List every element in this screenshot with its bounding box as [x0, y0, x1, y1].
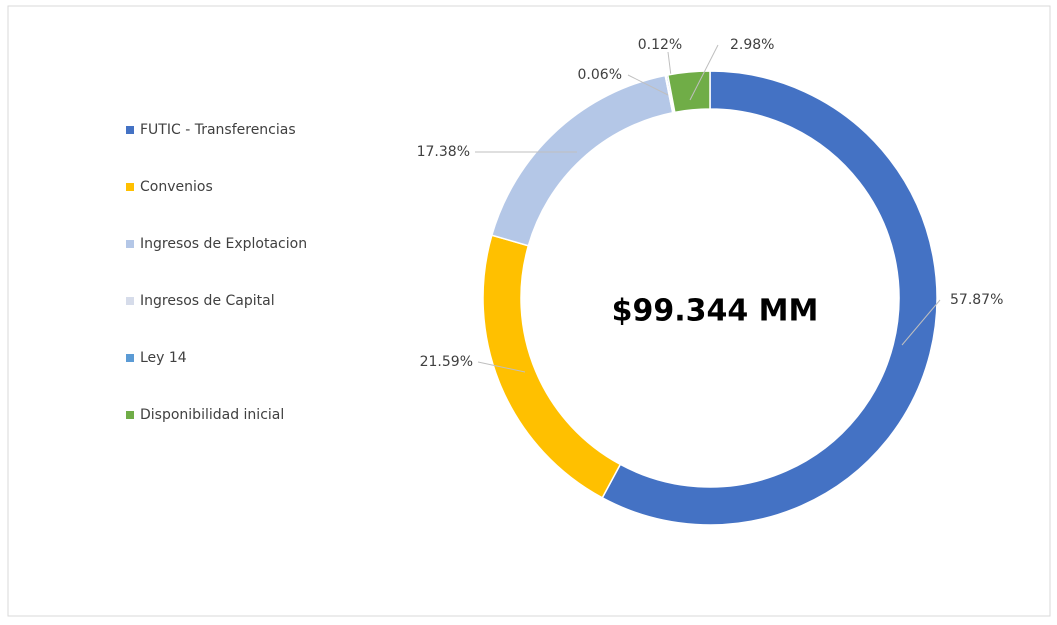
legend-swatch [126, 297, 134, 305]
center-annotation: $99.344 MM [612, 294, 819, 329]
legend-swatch [126, 183, 134, 191]
leader-line [627, 74, 669, 96]
legend-label: Ley 14 [140, 350, 187, 366]
donut-slice [666, 70, 711, 114]
data-label: 21.59% [420, 354, 473, 370]
chart-frame [7, 5, 1051, 617]
legend-swatch [126, 411, 134, 419]
legend-label: Disponibilidad inicial [140, 407, 284, 423]
donut-slice [601, 70, 938, 526]
legend-label: Ingresos de Capital [140, 293, 275, 309]
legend-label: FUTIC - Transferencias [140, 122, 296, 138]
data-label: 17.38% [417, 144, 470, 160]
data-label: 0.12% [638, 37, 682, 53]
leader-line [477, 361, 526, 373]
legend-swatch [126, 240, 134, 248]
data-label: 2.98% [730, 37, 774, 53]
data-label: 0.06% [578, 67, 622, 83]
leader-line [689, 44, 719, 101]
legend-label: Ingresos de Explotacion [140, 236, 307, 252]
legend-swatch [126, 354, 134, 362]
data-label: 57.87% [950, 292, 1003, 308]
leader-line [901, 299, 941, 346]
legend-label: Convenios [140, 179, 213, 195]
legend-swatch [126, 126, 134, 134]
